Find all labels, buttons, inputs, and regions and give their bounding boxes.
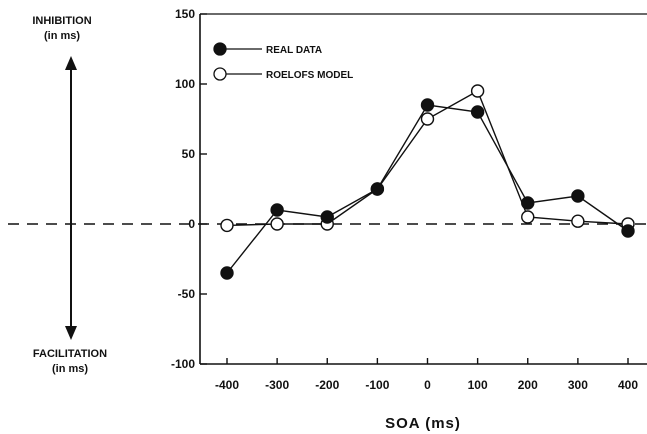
- y-tick-label: 50: [182, 147, 196, 161]
- x-tick-label: -300: [265, 378, 289, 392]
- data-point-real-data: [420, 98, 435, 112]
- inhibition-title: INHIBITION: [32, 15, 91, 27]
- data-point-real-data: [220, 266, 234, 280]
- series-line-real-data: [226, 104, 629, 274]
- data-point-real-data: [470, 105, 485, 119]
- inhibition-unit: (in ms): [44, 30, 80, 42]
- data-point-roelofs-model: [571, 214, 585, 228]
- data-point-roelofs-model: [270, 217, 284, 231]
- y-ticks: 150 100 50 0 -50 -100: [171, 7, 207, 371]
- data-point-roelofs-model: [220, 218, 234, 233]
- x-tick-label: -100: [365, 378, 389, 392]
- legend-real-data-label: REAL DATA: [266, 45, 322, 56]
- legend-roelofs-model-marker: [213, 67, 227, 81]
- data-point-real-data: [571, 189, 585, 203]
- data-point-real-data: [270, 203, 284, 217]
- x-tick-label: -200: [315, 378, 339, 392]
- y-tick-label: 100: [175, 77, 195, 91]
- x-tick-label: 200: [518, 378, 538, 392]
- data-point-real-data: [521, 196, 535, 210]
- x-ticks: -400 -300 -200 -100 0 100 200 300 400: [215, 358, 638, 392]
- data-point-roelofs-model: [521, 210, 535, 224]
- y-tick-label: 150: [175, 7, 195, 21]
- legend: REAL DATA ROELOFS MODEL: [213, 42, 353, 81]
- x-axis-label: SOA (ms): [385, 415, 461, 432]
- legend-real-data-marker: [213, 42, 227, 56]
- facilitation-title: FACILITATION: [33, 348, 107, 360]
- y-tick-label: -100: [171, 357, 195, 371]
- facilitation-unit: (in ms): [52, 363, 88, 375]
- x-tick-label: 100: [468, 378, 488, 392]
- data-point-real-data: [370, 182, 385, 196]
- x-tick-label: 400: [618, 378, 638, 392]
- legend-roelofs-model-label: ROELOFS MODEL: [266, 70, 353, 81]
- double-arrow-icon: [65, 56, 77, 340]
- x-tick-label: -400: [215, 378, 239, 392]
- x-tick-label: 0: [424, 378, 431, 392]
- data-point-roelofs-model: [470, 84, 485, 98]
- data-point-real-data: [320, 210, 334, 224]
- series-layer: [220, 84, 635, 280]
- y-tick-label: 0: [188, 217, 195, 231]
- data-point-real-data: [621, 224, 635, 238]
- data-point-roelofs-model: [420, 112, 435, 126]
- x-tick-label: 300: [568, 378, 588, 392]
- y-tick-label: -50: [178, 287, 196, 301]
